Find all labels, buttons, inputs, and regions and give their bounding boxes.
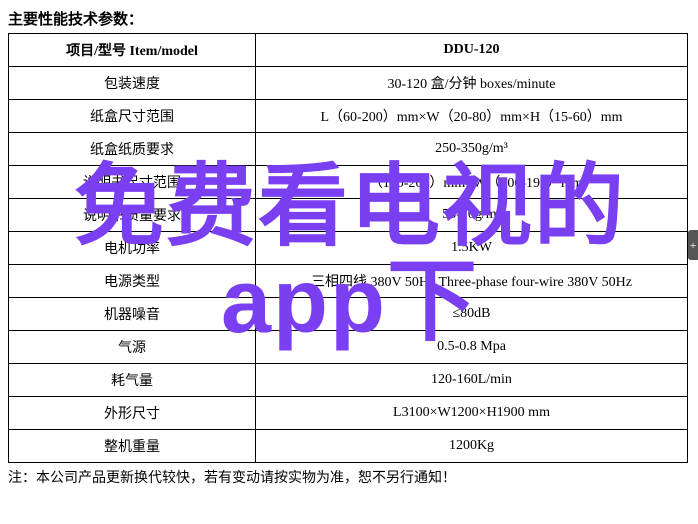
row-label: 说明书尺寸范围 — [9, 166, 256, 199]
table-row: 耗气量120-160L/min — [9, 364, 688, 397]
row-label: 耗气量 — [9, 364, 256, 397]
page-title: 主要性能技术参数： — [8, 8, 690, 29]
row-value: L（100-260）mm×W（100-190）mm — [256, 166, 688, 199]
row-value: 55-70g/m² — [256, 199, 688, 232]
table-row: 包装速度30-120 盒/分钟 boxes/minute — [9, 67, 688, 100]
table-row: 整机重量1200Kg — [9, 430, 688, 463]
footer-note: 注：本公司产品更新换代较快，若有变动请按实物为准，恕不另行通知！ — [8, 467, 690, 487]
row-value: ≤80dB — [256, 298, 688, 331]
table-row: 机器噪音≤80dB — [9, 298, 688, 331]
row-label: 电机功率 — [9, 232, 256, 265]
row-label: 纸盒尺寸范围 — [9, 100, 256, 133]
table-row: 电源类型三相四线 380V 50Hz Three-phase four-wire… — [9, 265, 688, 298]
row-value: 1.5KW — [256, 232, 688, 265]
row-value: L（60-200）mm×W（20-80）mm×H（15-60）mm — [256, 100, 688, 133]
row-label: 机器噪音 — [9, 298, 256, 331]
table-row: 说明书尺寸范围L（100-260）mm×W（100-190）mm — [9, 166, 688, 199]
table-row: 说明书质量要求55-70g/m² — [9, 199, 688, 232]
table-row: 电机功率1.5KW — [9, 232, 688, 265]
table-header-row: 项目/型号 Item/model DDU-120 — [9, 34, 688, 67]
row-label: 电源类型 — [9, 265, 256, 298]
row-value: 120-160L/min — [256, 364, 688, 397]
table-row: 气源0.5-0.8 Mpa — [9, 331, 688, 364]
row-label: 外形尺寸 — [9, 397, 256, 430]
table-row: 纸盒纸质要求250-350g/m³ — [9, 133, 688, 166]
header-model-value: DDU-120 — [256, 34, 688, 67]
row-label: 纸盒纸质要求 — [9, 133, 256, 166]
row-label: 整机重量 — [9, 430, 256, 463]
table-row: 外形尺寸L3100×W1200×H1900 mm — [9, 397, 688, 430]
row-label: 说明书质量要求 — [9, 199, 256, 232]
table-row: 纸盒尺寸范围L（60-200）mm×W（20-80）mm×H（15-60）mm — [9, 100, 688, 133]
row-label: 包装速度 — [9, 67, 256, 100]
spec-table: 项目/型号 Item/model DDU-120 包装速度30-120 盒/分钟… — [8, 33, 688, 463]
row-value: 1200Kg — [256, 430, 688, 463]
row-value: 250-350g/m³ — [256, 133, 688, 166]
row-value: 0.5-0.8 Mpa — [256, 331, 688, 364]
row-label: 气源 — [9, 331, 256, 364]
row-value: L3100×W1200×H1900 mm — [256, 397, 688, 430]
header-item-model: 项目/型号 Item/model — [9, 34, 256, 67]
side-expand-tab[interactable]: + — [688, 230, 698, 260]
row-value: 三相四线 380V 50Hz Three-phase four-wire 380… — [256, 265, 688, 298]
row-value: 30-120 盒/分钟 boxes/minute — [256, 67, 688, 100]
